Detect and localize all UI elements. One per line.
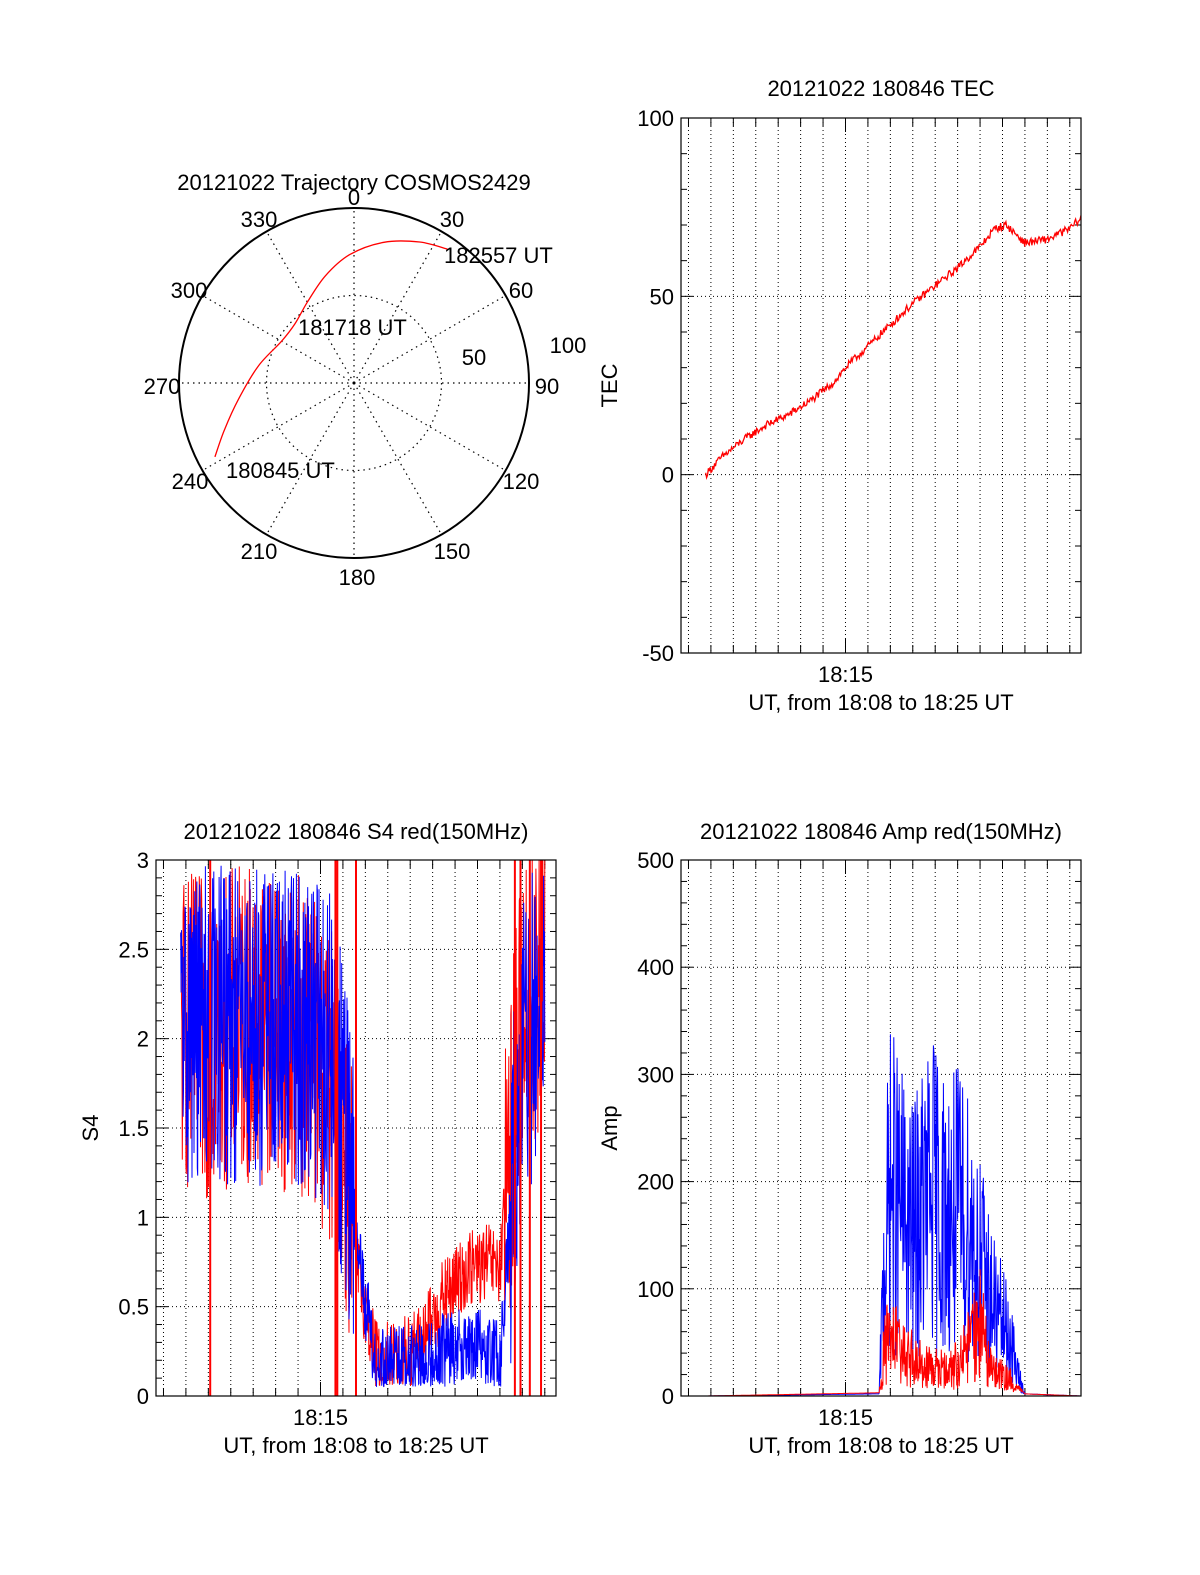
- polar-spoke: [353, 382, 443, 535]
- azimuth-tick-label: 330: [241, 207, 278, 232]
- azimuth-tick-label: 30: [440, 207, 464, 232]
- tec-plot: 20121022 180846 TEC -50 0 50 100 18:15 UT, fro…: [597, 76, 1082, 715]
- trajectory-end-label: 182557 UT: [444, 243, 553, 268]
- azimuth-tick-label: 150: [434, 539, 471, 564]
- azimuth-tick-label: 300: [171, 278, 208, 303]
- y-tick-label: 1.5: [118, 1116, 149, 1141]
- trajectory-mid-label: 181718 UT: [298, 315, 407, 340]
- chart-title: 20121022 Trajectory COSMOS2429: [177, 170, 530, 195]
- y-tick-label: 500: [637, 848, 674, 873]
- plot-frame: [680, 117, 1082, 654]
- x-axis-label: UT, from 18:08 to 18:25 UT: [748, 1433, 1013, 1458]
- y-axis-label: Amp: [597, 1105, 622, 1150]
- y-tick-label: 2.5: [118, 937, 149, 962]
- amp-plot: 20121022 180846 Amp red(150MHz) 0 100 200 30…: [597, 819, 1082, 1458]
- series-group: [180, 860, 546, 1396]
- y-tick-label: 0: [137, 1384, 149, 1409]
- chart-title: 20121022 180846 TEC: [767, 76, 994, 101]
- x-axis-label: UT, from 18:08 to 18:25 UT: [748, 690, 1013, 715]
- chart-title: 20121022 180846 Amp red(150MHz): [700, 819, 1062, 844]
- plot-frame: [155, 859, 557, 1397]
- y-tick-label: 300: [637, 1062, 674, 1087]
- y-tick-label: 3: [137, 848, 149, 873]
- x-tick-label: 18:15: [293, 1405, 348, 1430]
- azimuth-tick-label: 90: [535, 374, 559, 399]
- radial-tick-label: 50: [462, 345, 486, 370]
- trajectory-start-label: 180845 UT: [226, 458, 335, 483]
- y-axis-label: S4: [78, 1115, 103, 1142]
- azimuth-tick-label: 120: [503, 469, 540, 494]
- series-group: [705, 215, 1081, 480]
- y-tick-label: 2: [137, 1027, 149, 1052]
- y-tick-label: 50: [650, 284, 674, 309]
- radial-tick-label: 100: [550, 333, 587, 358]
- azimuth-tick-label: 0: [348, 185, 360, 210]
- y-axis-label: TEC: [597, 363, 622, 407]
- azimuth-tick-label: 240: [172, 469, 209, 494]
- y-tick-label: 0: [662, 1384, 674, 1409]
- s4-plot: 20121022 180846 S4 red(150MHz) 0 0.5 1 1.5 2 2…: [78, 819, 557, 1458]
- data-line-red: [705, 215, 1081, 480]
- polar-spoke: [265, 231, 355, 384]
- polar-spoke: [353, 382, 506, 472]
- azimuth-tick-label: 180: [339, 565, 376, 590]
- x-tick-label: 18:15: [818, 1405, 873, 1430]
- x-tick-label: 18:15: [818, 662, 873, 687]
- trajectory-line: [214, 240, 448, 458]
- azimuth-tick-label: 270: [144, 374, 181, 399]
- data-line-blue: [180, 865, 546, 1388]
- data-line-red: [705, 1269, 1081, 1396]
- azimuth-tick-label: 210: [241, 539, 278, 564]
- polar-outer-circle: [178, 207, 530, 559]
- y-tick-label: 100: [637, 1277, 674, 1302]
- y-tick-label: 1: [137, 1205, 149, 1230]
- plot-frame: [680, 859, 1082, 1397]
- y-tick-label: 200: [637, 1170, 674, 1195]
- y-tick-label: 0.5: [118, 1295, 149, 1320]
- y-tick-label: 400: [637, 955, 674, 980]
- azimuth-tick-label: 60: [509, 278, 533, 303]
- y-tick-label: 100: [637, 106, 674, 131]
- y-tick-label: 0: [662, 463, 674, 488]
- x-axis-label: UT, from 18:08 to 18:25 UT: [223, 1433, 488, 1458]
- y-tick-label: -50: [642, 641, 674, 666]
- chart-title: 20121022 180846 S4 red(150MHz): [184, 819, 529, 844]
- polar-grid-circle: [265, 294, 443, 472]
- series-group: [705, 1034, 1081, 1396]
